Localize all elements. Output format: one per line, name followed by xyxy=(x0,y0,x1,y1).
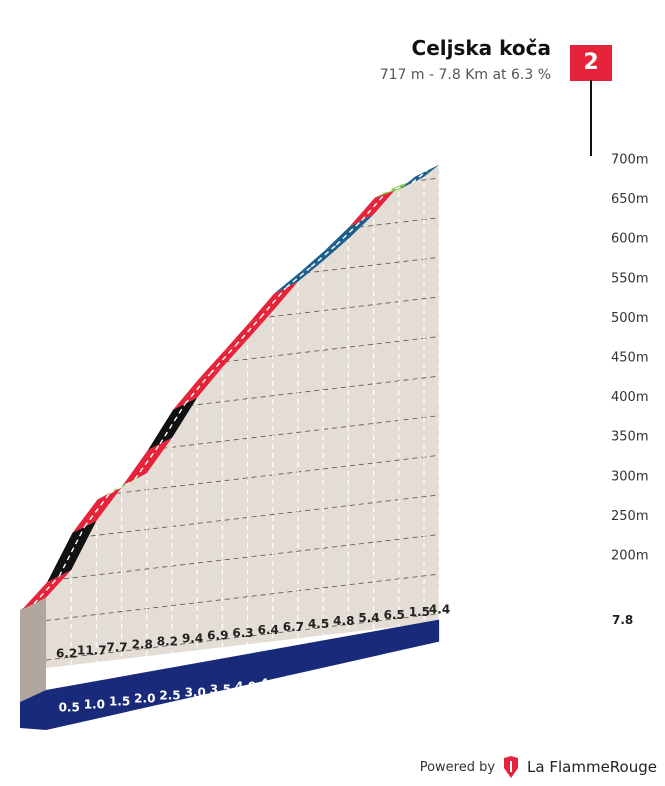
road-centerline xyxy=(235,316,262,346)
road-centerline xyxy=(33,575,60,605)
gradient-label: 11.7 xyxy=(77,644,107,658)
road-centerline xyxy=(285,266,312,289)
road-centerline xyxy=(83,492,111,528)
y-axis-tick-label: 550m xyxy=(611,271,648,286)
gradient-label: 4.8 xyxy=(333,614,354,628)
y-axis-tick-label: 400m xyxy=(611,390,648,405)
chart-title: Celjska koča xyxy=(411,36,551,60)
profile-fill xyxy=(46,164,440,668)
gradient-label: 6.5 xyxy=(384,608,405,622)
elevation-gridline xyxy=(46,593,440,661)
road-centerline xyxy=(134,443,161,480)
gradient-label: 9.4 xyxy=(182,632,203,646)
y-axis-tick-label: 650m xyxy=(611,192,648,207)
gradient-label: 6.4 xyxy=(258,623,279,637)
km-tick-label: 2.0 xyxy=(134,691,155,705)
km-tick-label: 1.5 xyxy=(109,694,130,708)
elevation-gridline xyxy=(46,554,440,621)
chart-subtitle: 717 m - 7.8 Km at 6.3 % xyxy=(379,67,551,83)
km-tick-label: 4.0 xyxy=(235,679,256,693)
elevation-gridline xyxy=(46,474,440,542)
gradient-segment-blue xyxy=(274,260,324,294)
gradient-segment-blue xyxy=(299,238,349,273)
km-tick-label: 1.0 xyxy=(84,697,105,711)
gradient-label: 4.5 xyxy=(308,617,329,631)
gradient-label: 6.3 xyxy=(232,626,253,640)
footer: Powered by La FlammeRouge xyxy=(420,756,657,778)
elevation-gridline xyxy=(46,164,440,225)
km-tick-label: 6.5 xyxy=(361,665,382,679)
end-km-label: 7.8 xyxy=(612,613,633,627)
gradient-label: 8.2 xyxy=(157,635,178,649)
y-axis-tick-label: 600m xyxy=(611,232,648,247)
gradient-label: 7.7 xyxy=(106,641,127,655)
elevation-gridline xyxy=(46,435,440,503)
brand-name[interactable]: La FlammeRouge xyxy=(527,758,657,776)
y-axis-tick-label: 200m xyxy=(611,549,648,564)
road-centerline xyxy=(335,219,363,246)
gradient-label: 1.5 xyxy=(409,605,430,619)
km-tick-label: 3.5 xyxy=(210,682,231,696)
y-axis-tick-label: 350m xyxy=(611,430,648,445)
flame-logo-icon xyxy=(504,756,519,778)
road-centerline xyxy=(58,526,86,577)
gradient-label: 6.9 xyxy=(207,629,228,643)
powered-by-label: Powered by xyxy=(419,759,496,775)
km-tick-label: 5.0 xyxy=(285,674,306,688)
elevation-gridline xyxy=(46,514,440,582)
gradient-label: 4.4 xyxy=(429,603,450,617)
gradient-segment-black xyxy=(148,397,198,450)
road-centerline xyxy=(260,287,287,318)
road-centerline xyxy=(109,478,136,494)
km-tick-label: 7.0 xyxy=(386,662,407,676)
km-tick-label: 3.0 xyxy=(185,685,206,699)
y-axis-tick-label: 300m xyxy=(611,469,648,484)
y-axis-tick-label: 700m xyxy=(611,153,648,168)
gradient-label: 6.7 xyxy=(283,620,304,634)
km-tick-label: 2.5 xyxy=(159,688,180,702)
profile-side-wall xyxy=(20,597,46,702)
km-axis-band xyxy=(20,619,440,730)
road-centerline xyxy=(411,170,428,184)
gradient-segment-blue xyxy=(324,214,374,251)
category-flag: 2 xyxy=(570,45,612,81)
km-tick-label: 6.0 xyxy=(336,668,357,682)
gradient-label: 2.8 xyxy=(132,638,153,652)
gradient-label: 6.2 xyxy=(56,647,77,661)
gradient-label: 5.4 xyxy=(358,611,379,625)
road-centerline xyxy=(159,403,186,445)
y-axis-tick-label: 500m xyxy=(611,311,648,326)
km-tick-label: 0.5 xyxy=(59,700,80,714)
km-tick-label: 4.5 xyxy=(260,676,281,690)
y-axis-tick-label: 450m xyxy=(611,351,648,366)
road-centerline xyxy=(310,244,337,268)
km-tick-label: 7.5 xyxy=(411,659,432,673)
y-axis-tick-label: 250m xyxy=(611,509,648,524)
km-tick-label: 5.5 xyxy=(311,671,332,685)
road-centerline xyxy=(209,344,237,374)
road-centerline xyxy=(184,372,211,405)
road-centerline xyxy=(361,191,388,221)
flag-pole xyxy=(590,80,592,156)
